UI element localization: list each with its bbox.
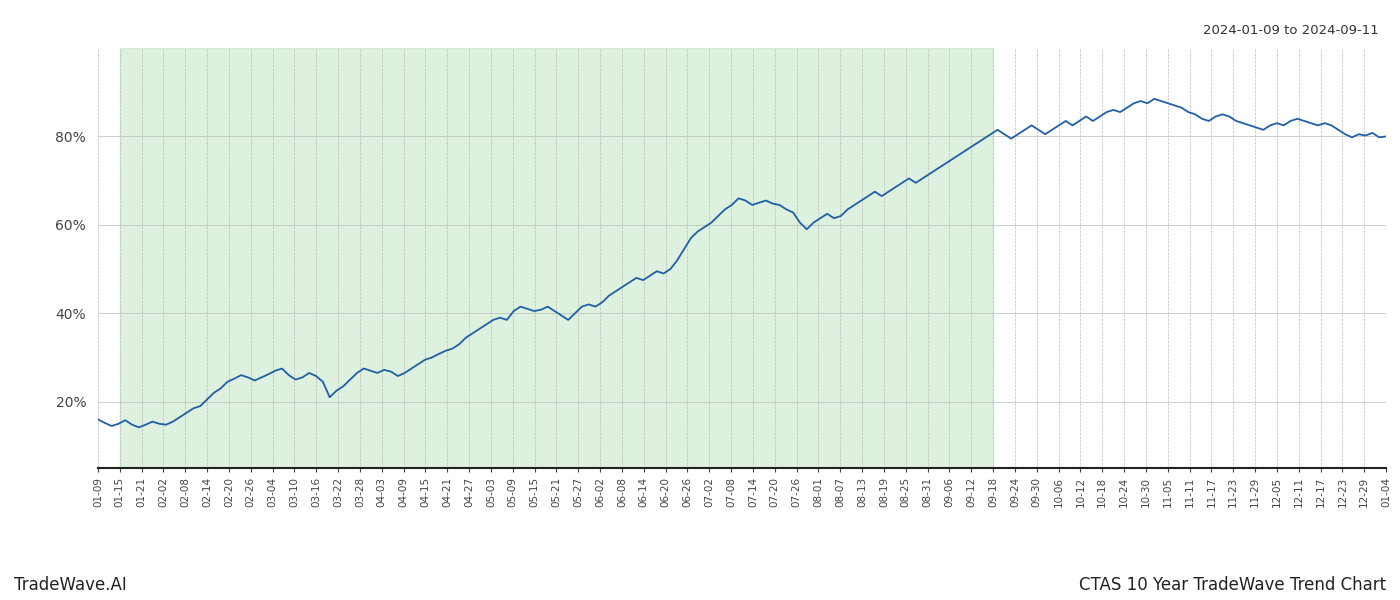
- Text: CTAS 10 Year TradeWave Trend Chart: CTAS 10 Year TradeWave Trend Chart: [1079, 576, 1386, 594]
- Bar: [120, 48, 993, 468]
- Text: TradeWave.AI: TradeWave.AI: [14, 576, 127, 594]
- Text: 2024-01-09 to 2024-09-11: 2024-01-09 to 2024-09-11: [1203, 24, 1379, 37]
